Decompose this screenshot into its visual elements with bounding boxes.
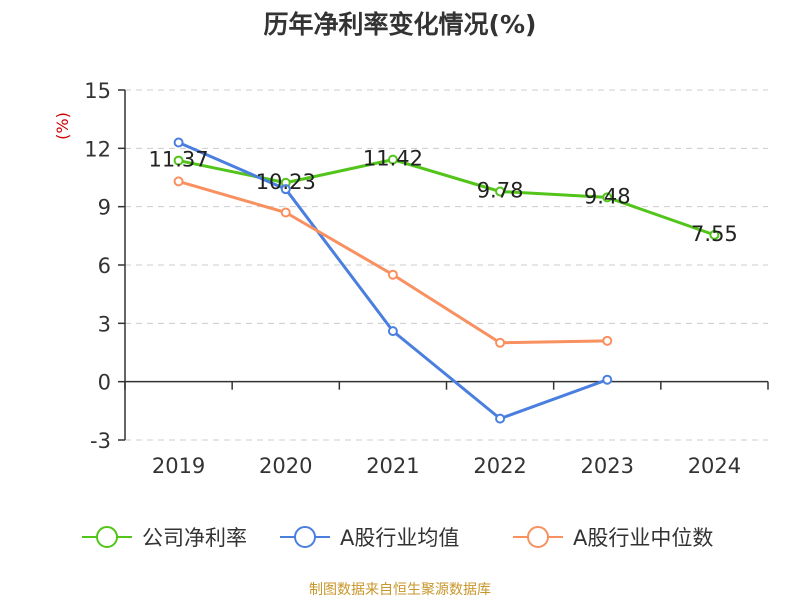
series-line xyxy=(178,158,715,237)
series-line xyxy=(178,179,608,345)
data-label: 11.37 xyxy=(149,148,209,172)
data-label: 10.23 xyxy=(256,170,316,194)
data-point[interactable] xyxy=(173,176,184,187)
data-point[interactable] xyxy=(495,337,506,348)
data-point[interactable] xyxy=(387,154,398,165)
y-tick-label: -3 xyxy=(90,429,111,453)
data-label: 9.78 xyxy=(477,179,524,203)
x-tick-label: 2021 xyxy=(366,454,419,478)
data-point[interactable] xyxy=(280,207,291,218)
data-point[interactable] xyxy=(387,326,398,337)
legend-item-3[interactable]: A股行业中位数 xyxy=(513,526,713,550)
y-tick-label: 12 xyxy=(84,137,111,161)
legend[interactable]: 公司净利率 A股行业均值 A股行业中位数 xyxy=(82,526,713,550)
data-labels: 11.37 10.23 11.42 9.78 9.48 7.55 xyxy=(149,147,738,246)
x-tick-label: 2020 xyxy=(259,454,312,478)
data-point[interactable] xyxy=(387,269,398,280)
data-point[interactable] xyxy=(495,186,506,197)
y-tick-label: 6 xyxy=(98,254,111,278)
x-tick-label: 2023 xyxy=(581,454,634,478)
legend-label: A股行业均值 xyxy=(340,526,459,550)
series-lines xyxy=(173,137,720,424)
data-point[interactable] xyxy=(602,335,613,346)
source-note: 制图数据来自恒生聚源数据库 xyxy=(309,582,491,598)
legend-label: A股行业中位数 xyxy=(573,526,713,550)
series-line xyxy=(177,141,608,421)
chart-title: 历年净利率变化情况(%) xyxy=(264,10,537,39)
data-point[interactable] xyxy=(173,155,184,166)
series-3 xyxy=(173,176,613,348)
y-tick-label: 9 xyxy=(98,196,111,220)
data-point[interactable] xyxy=(173,137,184,148)
x-tick-label: 2019 xyxy=(152,454,205,478)
x-tick-label: 2022 xyxy=(473,454,526,478)
x-tick-label: 2024 xyxy=(688,454,741,478)
data-point[interactable] xyxy=(602,192,613,203)
legend-marker xyxy=(527,526,549,548)
legend-item-2[interactable]: A股行业均值 xyxy=(280,526,459,550)
y-tick-label: 0 xyxy=(98,371,111,395)
data-point[interactable] xyxy=(495,413,506,424)
data-point[interactable] xyxy=(602,374,613,385)
legend-item-1[interactable]: 公司净利率 xyxy=(82,526,247,550)
y-axis-label: (%) xyxy=(53,112,72,140)
legend-marker xyxy=(96,526,118,548)
data-point[interactable] xyxy=(280,184,291,195)
legend-label: 公司净利率 xyxy=(142,526,247,550)
series-2 xyxy=(173,137,613,424)
data-label: 7.55 xyxy=(691,222,738,246)
axes: -3 0 3 6 9 12 15 2019 2020 2021 2022 2023 2024 xyxy=(84,79,769,478)
data-point[interactable] xyxy=(709,229,720,240)
data-label: 9.48 xyxy=(584,184,631,208)
data-label: 11.42 xyxy=(363,147,423,171)
grid-lines xyxy=(125,89,768,441)
legend-marker xyxy=(294,526,316,548)
y-tick-label: 3 xyxy=(98,312,111,336)
y-tick-label: 15 xyxy=(84,79,111,103)
series-1 xyxy=(173,154,720,240)
